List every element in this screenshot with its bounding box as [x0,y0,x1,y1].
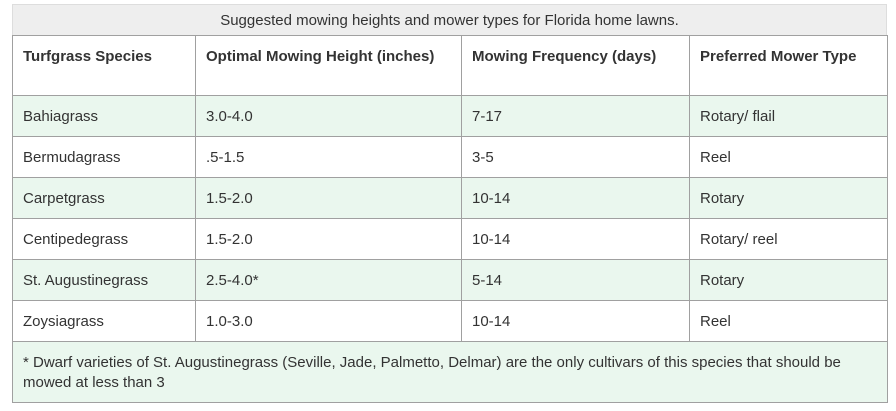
footnote-row: * Dwarf varieties of St. Augustinegrass … [12,341,888,403]
table-row: Carpetgrass 1.5-2.0 10-14 Rotary [12,177,888,219]
table-footnote: * Dwarf varieties of St. Augustinegrass … [12,341,888,403]
cell-species: Centipedegrass [12,218,196,260]
cell-height: 2.5-4.0* [195,259,462,301]
cell-mower: Reel [689,300,888,342]
cell-frequency: 5-14 [461,259,690,301]
cell-frequency: 3-5 [461,136,690,178]
cell-frequency: 10-14 [461,218,690,260]
cell-species: St. Augustinegrass [12,259,196,301]
table-row: Bahiagrass 3.0-4.0 7-17 Rotary/ flail [12,95,888,137]
table-row: Centipedegrass 1.5-2.0 10-14 Rotary/ ree… [12,218,888,260]
cell-mower: Reel [689,136,888,178]
cell-species: Zoysiagrass [12,300,196,342]
cell-mower: Rotary [689,259,888,301]
cell-mower: Rotary/ reel [689,218,888,260]
header-row: Turfgrass Species Optimal Mowing Height … [12,35,888,96]
cell-frequency: 10-14 [461,300,690,342]
cell-height: 1.5-2.0 [195,177,462,219]
table-row: St. Augustinegrass 2.5-4.0* 5-14 Rotary [12,259,888,301]
cell-height: 1.5-2.0 [195,218,462,260]
cell-height: 3.0-4.0 [195,95,462,137]
cell-mower: Rotary/ flail [689,95,888,137]
table-caption: Suggested mowing heights and mower types… [12,4,887,35]
cell-height: 1.0-3.0 [195,300,462,342]
cell-frequency: 7-17 [461,95,690,137]
table-row: Bermudagrass .5-1.5 3-5 Reel [12,136,888,178]
column-header-species: Turfgrass Species [12,35,196,96]
column-header-mower: Preferred Mower Type [689,35,888,96]
column-header-frequency: Mowing Frequency (days) [461,35,690,96]
cell-height: .5-1.5 [195,136,462,178]
column-header-height: Optimal Mowing Height (inches) [195,35,462,96]
mowing-table: Turfgrass Species Optimal Mowing Height … [12,35,888,403]
cell-species: Bahiagrass [12,95,196,137]
mowing-table-container: Suggested mowing heights and mower types… [12,4,888,403]
cell-species: Bermudagrass [12,136,196,178]
table-row: Zoysiagrass 1.0-3.0 10-14 Reel [12,300,888,342]
cell-mower: Rotary [689,177,888,219]
cell-frequency: 10-14 [461,177,690,219]
cell-species: Carpetgrass [12,177,196,219]
